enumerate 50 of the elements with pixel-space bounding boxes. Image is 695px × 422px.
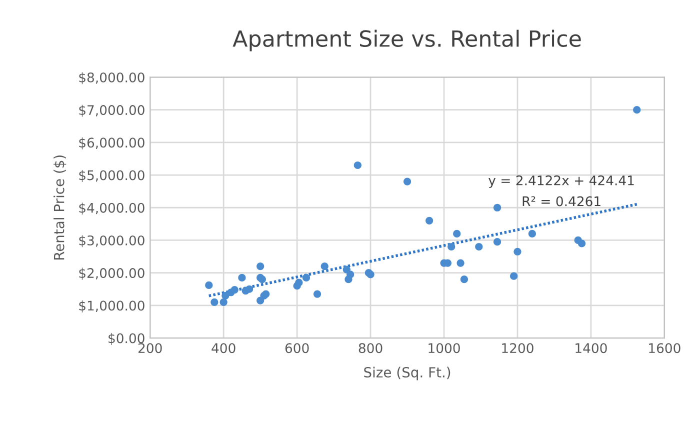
y-tick-label: $7,000.00 xyxy=(79,104,144,117)
point xyxy=(426,216,434,224)
point xyxy=(514,248,522,256)
x-tick-label: 1400 xyxy=(576,343,607,354)
point xyxy=(230,286,238,294)
point xyxy=(302,274,310,282)
point xyxy=(205,281,213,290)
x-tick-label: 400 xyxy=(212,343,236,354)
point xyxy=(453,230,461,238)
point xyxy=(222,292,230,300)
point xyxy=(256,262,264,270)
x-tick-label: 200 xyxy=(138,343,162,354)
point xyxy=(456,259,464,267)
point xyxy=(320,262,328,270)
x-tick-label: 800 xyxy=(358,343,382,354)
point xyxy=(238,274,246,282)
point xyxy=(460,276,468,284)
y-tick-label: $8,000.00 xyxy=(79,72,144,84)
y-tick-label: $1,000.00 xyxy=(79,300,144,312)
y-tick-label: $2,000.00 xyxy=(79,268,144,280)
point xyxy=(403,178,412,186)
point xyxy=(220,298,228,306)
annotation: y = 2.4122x + 424.41 xyxy=(488,175,634,188)
point xyxy=(510,272,518,280)
x-tick-label: 1600 xyxy=(649,343,680,354)
point xyxy=(295,278,303,286)
y-axis-title: Rental Price ($) xyxy=(54,156,66,260)
point xyxy=(493,204,502,212)
point xyxy=(210,298,218,306)
x-axis-title: Size (Sq. Ft.) xyxy=(364,366,450,380)
x-tick-label: 1000 xyxy=(428,343,460,354)
point xyxy=(633,106,641,114)
point xyxy=(475,242,483,251)
point xyxy=(354,161,362,170)
point xyxy=(313,290,322,298)
point xyxy=(346,270,354,278)
point xyxy=(493,238,502,246)
y-tick-label: $0.00 xyxy=(108,333,144,345)
y-tick-label: $6,000.00 xyxy=(79,137,144,150)
annotation: R² = 0.4261 xyxy=(522,196,600,206)
y-tick-label: $5,000.00 xyxy=(79,170,144,182)
x-tick-label: 600 xyxy=(285,343,309,354)
point xyxy=(578,240,586,248)
x-tick-label: 1200 xyxy=(502,343,534,354)
point xyxy=(528,230,536,238)
chart-title: Apartment Size vs. Rental Price xyxy=(232,30,581,52)
point xyxy=(246,285,254,293)
y-tick-label: $3,000.00 xyxy=(79,235,144,248)
point xyxy=(448,242,456,251)
y-tick-label: $4,000.00 xyxy=(79,202,144,215)
